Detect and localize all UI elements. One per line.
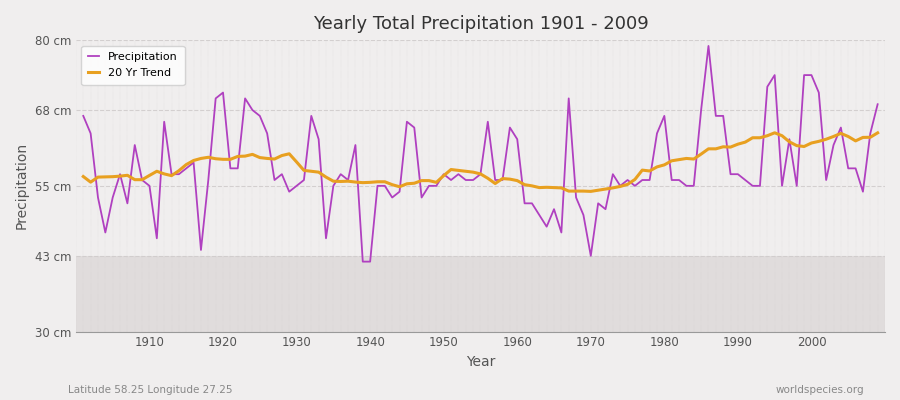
Bar — [76, 40, 885, 256]
Precipitation — [519, 201, 530, 206]
20 Yr Trend — [78, 174, 89, 179]
Line: Precipitation: Precipitation — [84, 46, 878, 262]
Title: Yearly Total Precipitation 1901 - 2009: Yearly Total Precipitation 1901 - 2009 — [312, 15, 648, 33]
Precipitation — [608, 172, 618, 176]
20 Yr Trend — [872, 130, 883, 135]
20 Yr Trend — [512, 178, 523, 183]
Line: 20 Yr Trend: 20 Yr Trend — [84, 133, 878, 191]
Precipitation — [357, 259, 368, 264]
Text: Latitude 58.25 Longitude 27.25: Latitude 58.25 Longitude 27.25 — [68, 385, 232, 395]
Precipitation — [872, 102, 883, 107]
Y-axis label: Precipitation: Precipitation — [15, 142, 29, 230]
Precipitation — [78, 114, 89, 118]
20 Yr Trend — [608, 186, 618, 190]
Precipitation — [512, 137, 523, 142]
Precipitation — [343, 178, 354, 182]
20 Yr Trend — [299, 168, 310, 173]
20 Yr Trend — [343, 179, 354, 184]
20 Yr Trend — [585, 189, 596, 194]
Precipitation — [137, 178, 148, 182]
20 Yr Trend — [770, 130, 780, 135]
Precipitation — [703, 44, 714, 48]
Text: worldspecies.org: worldspecies.org — [776, 385, 864, 395]
Precipitation — [299, 178, 310, 182]
20 Yr Trend — [137, 177, 148, 182]
20 Yr Trend — [505, 177, 516, 182]
Legend: Precipitation, 20 Yr Trend: Precipitation, 20 Yr Trend — [82, 46, 184, 85]
Bar — [76, 256, 885, 332]
X-axis label: Year: Year — [466, 355, 495, 369]
